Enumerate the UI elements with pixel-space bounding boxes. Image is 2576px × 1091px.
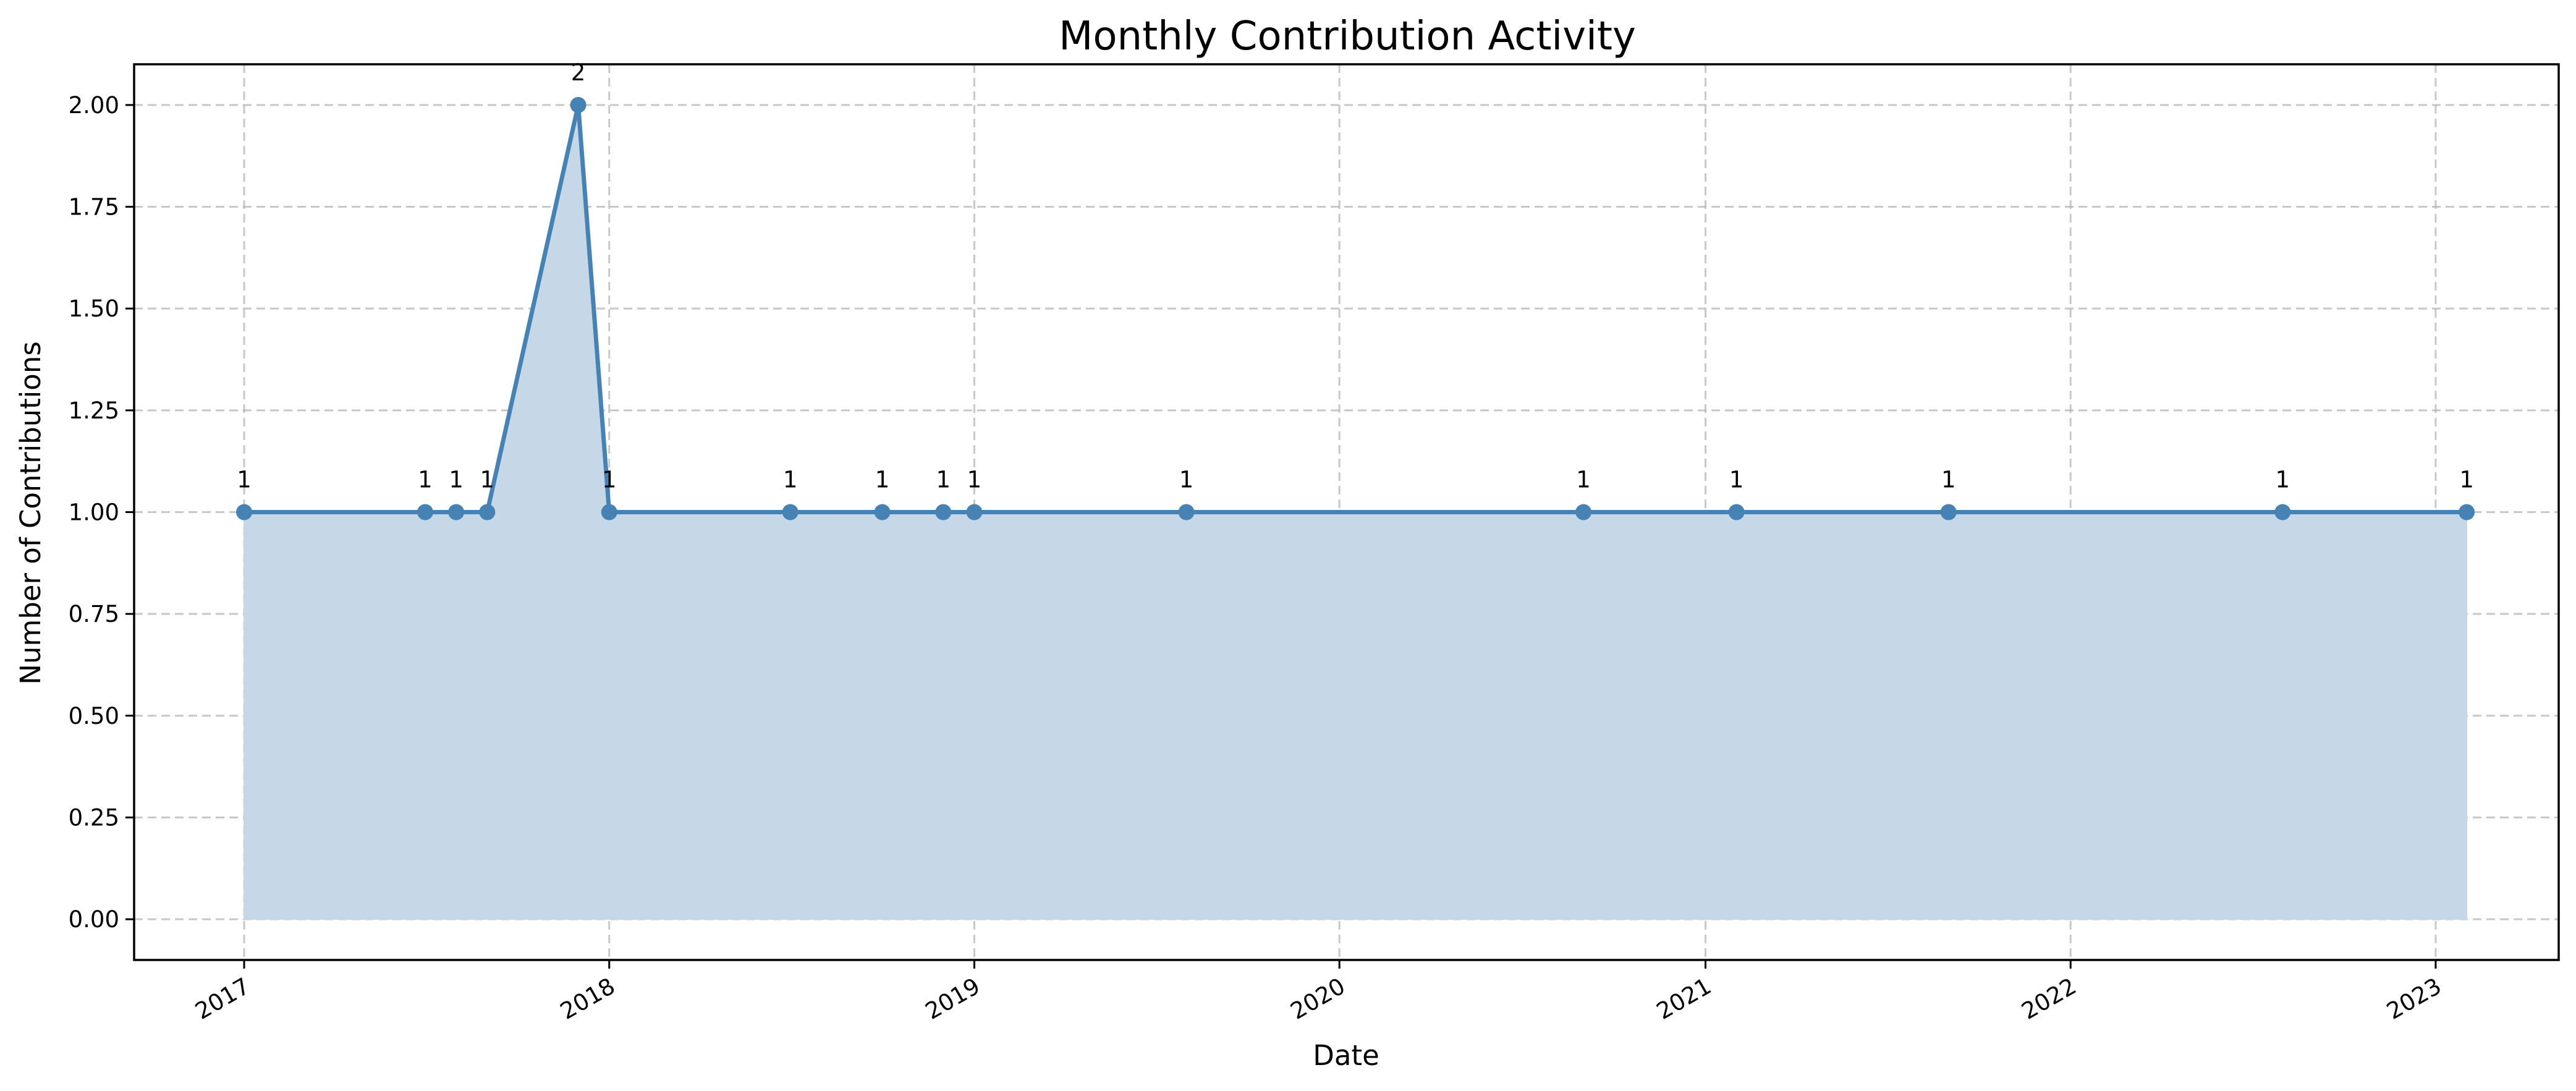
data-label: 1 xyxy=(1576,467,1591,493)
series-line xyxy=(244,103,2467,514)
y-tick-label: 1.00 xyxy=(69,499,119,526)
data-point xyxy=(874,504,891,520)
data-label: 1 xyxy=(1179,467,1194,493)
data-label: 1 xyxy=(1729,467,1744,493)
line-layer xyxy=(244,103,2467,514)
x-axis: 2017 2018 2019 2020 2021 2022 2023 xyxy=(190,960,2446,1025)
data-point xyxy=(1728,504,1745,520)
x-tick-label: 2022 xyxy=(2017,973,2081,1025)
chart-title: Monthly Contribution Activity xyxy=(1059,14,1636,59)
y-axis: 0.00 0.25 0.50 0.75 1.00 1.25 1.50 1.75 2.00 xyxy=(69,92,134,933)
x-tick-label: 2018 xyxy=(556,973,619,1025)
x-tick-label: 2019 xyxy=(921,973,985,1025)
data-point xyxy=(417,504,433,520)
y-tick-label: 0.25 xyxy=(69,804,119,831)
data-point xyxy=(2459,504,2475,520)
data-label: 1 xyxy=(237,467,252,493)
data-label: 1 xyxy=(418,467,433,493)
data-label: 1 xyxy=(480,467,495,493)
data-label: 1 xyxy=(449,467,464,493)
y-tick-label: 1.50 xyxy=(69,295,119,322)
x-tick-label: 2020 xyxy=(1286,973,1350,1025)
data-label: 1 xyxy=(2276,467,2290,493)
data-point xyxy=(782,504,799,520)
data-point xyxy=(2274,504,2291,520)
y-tick-label: 0.75 xyxy=(69,601,119,627)
data-point xyxy=(966,504,983,520)
data-label: 1 xyxy=(1941,467,1956,493)
data-label: 1 xyxy=(783,467,798,493)
data-point xyxy=(479,504,496,520)
data-point xyxy=(1575,504,1592,520)
data-label: 1 xyxy=(2459,467,2474,493)
data-point xyxy=(1178,504,1195,520)
y-tick-label: 1.25 xyxy=(69,397,119,424)
data-point xyxy=(1940,504,1957,520)
y-tick-label: 0.00 xyxy=(69,906,119,933)
x-tick-label: 2023 xyxy=(2382,973,2446,1025)
x-axis-label: Date xyxy=(1313,1039,1379,1072)
x-tick-label: 2021 xyxy=(1652,973,1716,1025)
y-tick-label: 1.75 xyxy=(69,194,119,221)
x-tick-label: 2017 xyxy=(190,973,254,1025)
y-tick-label: 2.00 xyxy=(69,92,119,119)
y-tick-label: 0.50 xyxy=(69,703,119,729)
label-layer: 1 1 1 121 1 1 1 1 1 1 1 1 1 1 xyxy=(237,59,2474,493)
data-point xyxy=(570,96,587,113)
data-label: 1 xyxy=(875,467,890,493)
data-point xyxy=(601,504,617,520)
data-point xyxy=(935,504,952,520)
data-label: 2 xyxy=(571,59,586,86)
data-label: 1 xyxy=(602,467,617,493)
data-point xyxy=(236,504,253,520)
data-label: 1 xyxy=(936,467,951,493)
data-point xyxy=(448,504,465,520)
y-axis-label: Number of Contributions xyxy=(14,341,47,685)
data-label: 1 xyxy=(967,467,982,493)
point-layer xyxy=(236,96,2475,520)
